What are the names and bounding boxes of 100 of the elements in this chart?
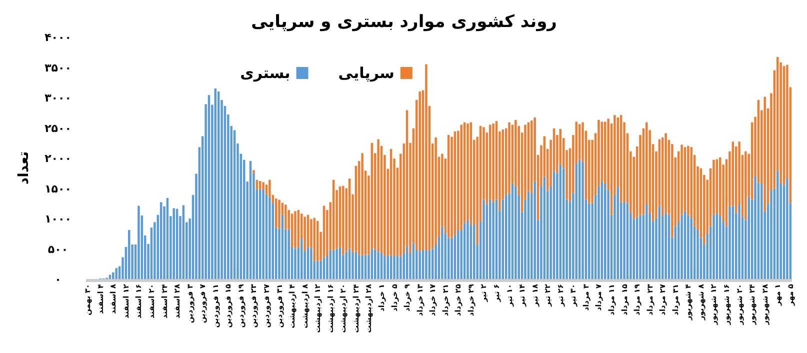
bar	[320, 260, 322, 279]
bar	[310, 248, 312, 279]
bar	[623, 202, 626, 279]
bar	[428, 250, 431, 279]
bar	[671, 144, 674, 238]
bar	[115, 268, 118, 279]
bar	[352, 252, 354, 279]
bar	[300, 238, 303, 279]
bar	[680, 214, 683, 279]
y-tick-label: ۳۰۰۰	[44, 92, 72, 104]
bar	[434, 137, 437, 245]
bar	[646, 204, 648, 279]
bar	[112, 272, 114, 279]
bar	[290, 214, 294, 247]
bar	[400, 256, 402, 279]
legend-label: سرپایی	[338, 64, 394, 82]
bar	[757, 100, 760, 183]
y-tick-label: ۴۰۰۰	[44, 31, 72, 44]
bar	[377, 252, 380, 279]
bar	[738, 204, 740, 279]
legend: بستری سرپایی	[240, 64, 412, 82]
bar	[687, 214, 690, 279]
bar	[425, 250, 428, 279]
bar	[744, 151, 747, 220]
bar	[358, 254, 360, 279]
bar	[284, 204, 287, 230]
bar	[332, 250, 335, 279]
bar	[748, 196, 750, 279]
bar	[182, 205, 185, 279]
bar	[664, 133, 667, 214]
bar	[582, 162, 584, 279]
bar	[441, 226, 444, 279]
bar	[361, 256, 364, 279]
bar	[447, 135, 450, 238]
bar	[348, 178, 351, 249]
bar	[138, 206, 140, 279]
y-tick-label: ۰	[54, 273, 62, 286]
bar	[338, 248, 342, 279]
bar	[342, 186, 344, 255]
bar	[770, 190, 772, 279]
bar	[294, 211, 296, 249]
bar	[294, 248, 296, 279]
bar	[728, 206, 731, 279]
ylabel: تعداد	[16, 151, 32, 185]
bar	[786, 178, 788, 279]
bar	[508, 122, 510, 194]
bar	[393, 256, 396, 279]
bar	[457, 230, 460, 279]
bar	[313, 218, 316, 261]
bar	[696, 230, 699, 279]
bar	[534, 182, 536, 279]
bar	[578, 124, 581, 160]
bar	[639, 214, 642, 279]
y-tick-label: ۵۰۰	[48, 242, 68, 256]
bar	[233, 130, 236, 279]
bar	[262, 189, 264, 279]
bar	[492, 202, 494, 279]
bar	[664, 213, 667, 279]
bar	[716, 159, 718, 214]
bar	[719, 216, 722, 279]
bar	[687, 146, 690, 215]
bar	[776, 170, 779, 279]
bar	[575, 163, 578, 279]
bar	[384, 256, 386, 279]
bar	[495, 200, 498, 279]
bar	[473, 224, 476, 279]
bar	[588, 203, 590, 279]
bar	[482, 200, 485, 279]
y-tick-label: ۳۵۰۰	[44, 61, 72, 74]
bar	[684, 211, 686, 279]
bar	[712, 214, 715, 279]
bar	[377, 139, 380, 252]
bar	[492, 124, 494, 202]
bar	[316, 220, 319, 261]
bar	[252, 170, 255, 174]
bar	[322, 257, 326, 279]
bar	[425, 64, 428, 250]
bar	[514, 186, 517, 279]
bar	[466, 220, 469, 279]
bar	[345, 252, 348, 279]
y-tick-label: ۱۵۰۰	[44, 182, 72, 196]
bar	[361, 153, 364, 256]
bar	[460, 124, 462, 230]
bar	[288, 229, 290, 279]
bar	[418, 91, 421, 252]
legend-label: بستری	[240, 64, 290, 82]
bar	[530, 120, 533, 194]
bar	[172, 208, 175, 279]
bar	[336, 248, 338, 279]
bar	[160, 202, 162, 279]
bar	[450, 238, 453, 279]
bar	[454, 131, 456, 235]
title: روند کشوری موارد بستری و سرپایی	[251, 12, 557, 32]
bar	[488, 200, 492, 279]
bar	[764, 96, 766, 212]
bar	[600, 182, 604, 279]
bar	[754, 176, 756, 279]
y-tick-label: ۲۵۰۰	[44, 122, 72, 135]
bar	[304, 216, 306, 252]
bar	[268, 197, 271, 279]
